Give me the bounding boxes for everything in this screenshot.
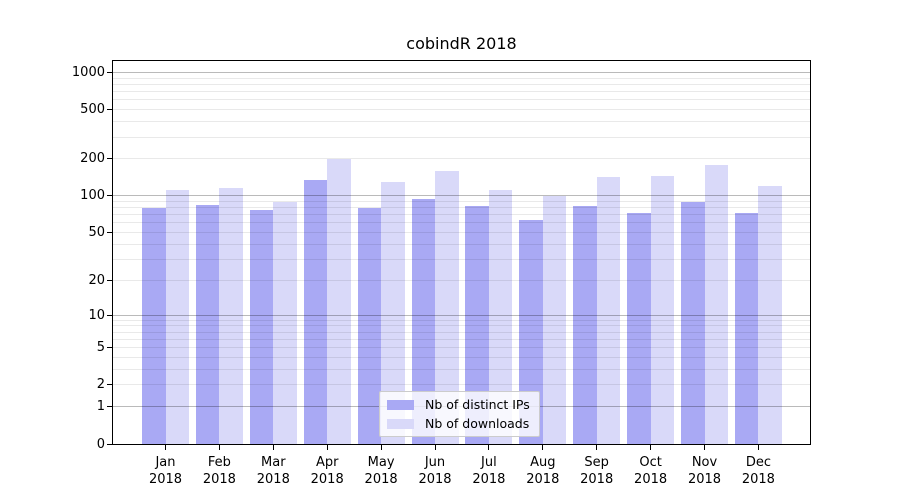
bar-distinct-ips: [519, 219, 543, 444]
y-tick-mark: [107, 232, 112, 234]
x-tick-mark: [218, 445, 220, 450]
minor-gridline: [113, 121, 810, 123]
bar-downloads: [165, 189, 189, 444]
y-tick-label: 50: [88, 225, 105, 241]
x-tick-label: Dec 2018: [741, 455, 775, 487]
x-tick-label: Nov 2018: [687, 455, 722, 487]
x-tick-mark: [542, 445, 544, 450]
y-tick-mark: [107, 72, 112, 74]
y-tick-mark: [107, 158, 112, 160]
bar-downloads: [596, 177, 621, 444]
bar-downloads: [273, 202, 297, 444]
x-tick-mark: [757, 445, 759, 450]
y-tick-label: 1: [96, 399, 105, 415]
x-tick-label: Sep 2018: [580, 455, 614, 487]
bar-distinct-ips: [411, 199, 435, 444]
bar-downloads: [381, 182, 405, 444]
y-tick-mark: [107, 443, 112, 445]
x-tick-label: Jun 2018: [418, 455, 452, 487]
y-tick-mark: [107, 406, 112, 408]
minor-gridline: [113, 91, 810, 93]
x-tick-mark: [272, 445, 274, 450]
x-tick-label: Apr 2018: [310, 455, 344, 487]
legend-label-distinct-ips: Nb of distinct IPs: [425, 397, 530, 412]
minor-gridline: [113, 136, 810, 138]
bar-distinct-ips: [303, 180, 328, 444]
y-tick-label: 200: [80, 151, 105, 167]
plot-area: Nb of distinct IPs Nb of downloads Jan 2…: [72, 60, 811, 487]
y-tick-mark: [107, 195, 112, 197]
bar-distinct-ips: [465, 205, 489, 444]
bar-downloads: [219, 187, 243, 444]
y-tick-label: 100: [80, 188, 105, 204]
y-tick-label: 0: [96, 436, 105, 452]
y-tick-label: 20: [88, 272, 105, 288]
y-tick-mark: [107, 279, 112, 281]
x-tick-mark: [488, 445, 490, 450]
x-tick-mark: [326, 445, 328, 450]
legend-label-downloads: Nb of downloads: [425, 416, 530, 431]
y-tick-label: 10: [88, 307, 105, 323]
bar-distinct-ips: [734, 212, 759, 444]
y-tick-label: 5: [96, 340, 105, 356]
x-tick-mark: [704, 445, 705, 450]
bar-downloads: [758, 185, 782, 444]
y-tick-label: 2: [96, 377, 105, 393]
y-tick-mark: [107, 109, 112, 111]
major-gridline: [113, 72, 810, 74]
x-tick-label: Mar 2018: [256, 455, 290, 487]
bar-distinct-ips: [573, 206, 597, 444]
bar-distinct-ips: [681, 202, 705, 444]
x-tick-label: Feb 2018: [202, 455, 236, 487]
legend-swatch-distinct-ips: [387, 399, 414, 410]
legend-item-distinct-ips: Nb of distinct IPs: [387, 397, 530, 412]
legend-swatch-downloads: [387, 418, 414, 429]
x-tick-mark: [650, 445, 652, 450]
minor-gridline: [113, 77, 810, 79]
x-tick-label: Aug 2018: [526, 455, 560, 487]
minor-gridline: [113, 84, 810, 86]
minor-gridline: [113, 99, 810, 101]
bar-distinct-ips: [627, 212, 651, 444]
bar-distinct-ips: [249, 209, 274, 444]
x-tick-label: Oct 2018: [634, 455, 668, 487]
y-tick-mark: [107, 347, 112, 349]
x-tick-label: Jan 2018: [148, 455, 183, 487]
x-tick-mark: [596, 445, 598, 450]
minor-gridline: [113, 109, 810, 111]
y-tick-label: 1000: [71, 65, 105, 81]
bar-downloads: [435, 171, 459, 444]
x-tick-mark: [165, 445, 166, 450]
minor-gridline: [113, 158, 810, 160]
bar-downloads: [650, 175, 675, 444]
bar-downloads: [327, 158, 351, 444]
bar-downloads: [542, 195, 567, 444]
bar-downloads: [704, 165, 728, 444]
bar-distinct-ips: [142, 207, 166, 444]
x-tick-label: May 2018: [364, 455, 398, 487]
bar-distinct-ips: [195, 205, 220, 444]
y-tick-label: 500: [80, 102, 105, 118]
y-tick-mark: [107, 384, 112, 386]
y-tick-mark: [107, 314, 112, 316]
x-tick-label: Jul 2018: [472, 455, 506, 487]
x-tick-mark: [380, 445, 382, 450]
chart-title: cobindR 2018: [406, 34, 517, 53]
bar-downloads: [488, 189, 513, 444]
legend: Nb of distinct IPs Nb of downloads: [379, 391, 540, 437]
x-tick-mark: [434, 445, 436, 450]
legend-item-downloads: Nb of downloads: [387, 416, 530, 431]
bar-distinct-ips: [357, 208, 382, 444]
